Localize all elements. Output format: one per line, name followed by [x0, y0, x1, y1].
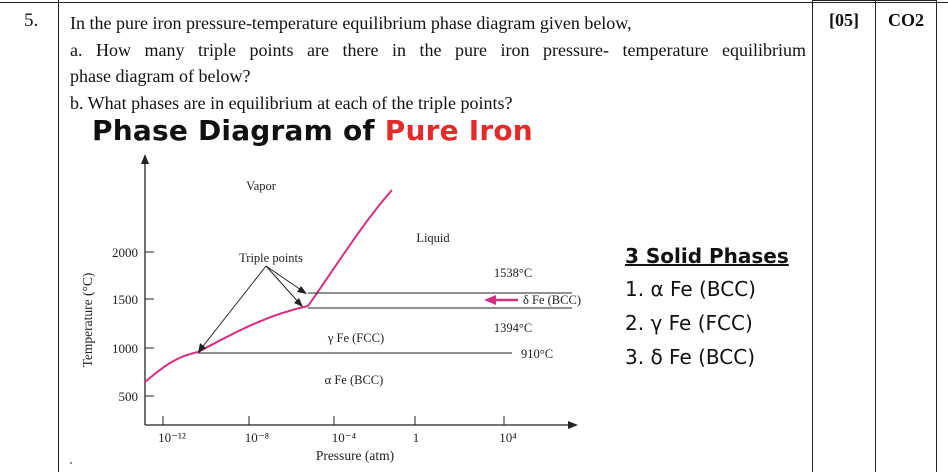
question-part-b: b. What phases are in equilibrium at eac… [70, 92, 513, 113]
table-border [812, 0, 936, 1]
diagram-title-red: Pure Iron [384, 114, 533, 147]
question-part-a: a. How many triple points are there in t… [70, 39, 806, 60]
question-intro: In the pure iron pressure-temperature eq… [70, 13, 632, 33]
solid-phases-title: 3 Solid Phases [625, 244, 789, 268]
vaporization-curve [307, 189, 393, 307]
triple-point-arrow [265, 265, 305, 293]
question-part-a-continued: phase diagram of below? [70, 66, 251, 86]
label-1394: 1394°C [494, 321, 532, 335]
delta-arrow-head [484, 295, 496, 305]
solid-phase-item: 2. γ Fe (FCC) [625, 311, 753, 335]
x-tick-label: 10⁻⁴ [332, 430, 357, 445]
question-number: 5. [24, 10, 39, 31]
question-text: In the pure iron pressure-temperature eq… [70, 10, 806, 116]
label-1538: 1538°C [494, 266, 532, 280]
y-tick-label: 500 [119, 389, 139, 404]
solid-phases-list: 3 Solid Phases 1. α Fe (BCC) 2. γ Fe (FC… [625, 244, 789, 379]
triple-point-arrow [265, 265, 301, 305]
label-gamma-fe: γ Fe (FCC) [327, 331, 384, 345]
x-axis-label: Pressure (atm) [316, 448, 394, 463]
table-border [58, 0, 59, 472]
label-vapor: Vapor [246, 179, 277, 193]
stray-dot [70, 462, 72, 464]
triple-point-arrow [199, 265, 267, 351]
arrow-head [297, 286, 307, 294]
y-tick-label: 1000 [112, 341, 138, 356]
label-delta-fe: δ Fe (BCC) [523, 293, 581, 307]
label-liquid: Liquid [416, 231, 450, 245]
course-outcome: CO2 [888, 10, 924, 30]
question-marks: [05] [829, 10, 859, 30]
label-910: 910°C [521, 347, 553, 361]
label-alpha-fe: α Fe (BCC) [325, 373, 384, 387]
diagram-title-black: Phase Diagram of [92, 114, 385, 147]
y-tick-label: 1500 [112, 292, 138, 307]
arrow-head [198, 343, 206, 353]
x-tick-label: 10⁻¹² [158, 430, 186, 445]
x-tick-label: 10⁻⁸ [245, 430, 270, 445]
solid-phase-item: 1. α Fe (BCC) [625, 277, 756, 301]
x-axis-arrow [568, 421, 578, 429]
y-tick-label: 2000 [112, 245, 138, 260]
table-border [875, 0, 876, 472]
table-border [0, 2, 948, 3]
x-tick-label: 10⁴ [499, 430, 517, 445]
solid-phase-item: 3. δ Fe (BCC) [625, 345, 756, 369]
sublimation-curve [144, 305, 309, 383]
x-tick-label: 1 [413, 430, 420, 445]
diagram-title: Phase Diagram of Pure Iron [92, 114, 533, 147]
table-border [936, 0, 937, 472]
label-triple-points: Triple points [239, 251, 303, 265]
arrow-head [294, 298, 303, 307]
y-axis-arrow [141, 154, 149, 164]
y-axis-label: Temperature (°C) [80, 273, 95, 368]
table-border [812, 0, 813, 472]
